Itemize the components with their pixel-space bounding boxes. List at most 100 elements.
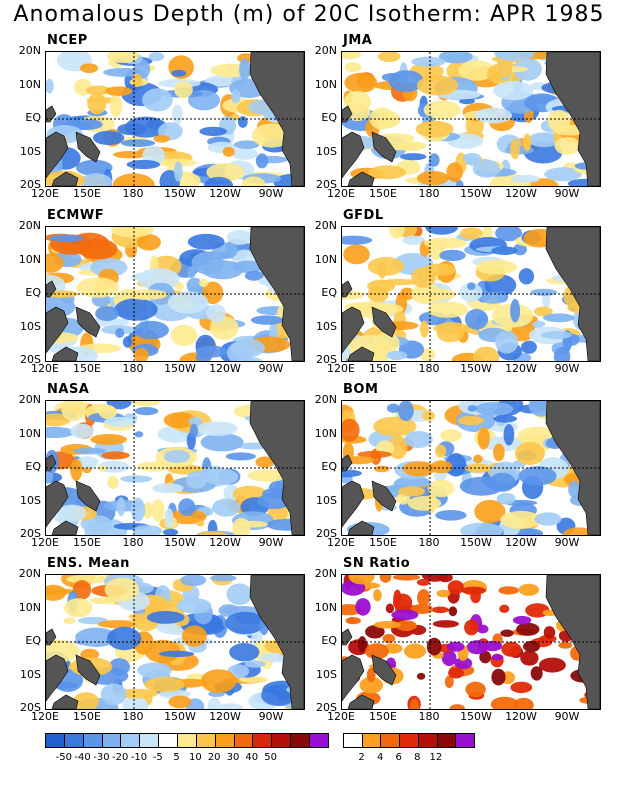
field-blob — [428, 479, 455, 498]
lat-label: 10S — [20, 667, 41, 681]
field-blob — [364, 643, 389, 660]
sn-swatch — [418, 734, 438, 747]
field-blob — [425, 227, 458, 235]
lon-label: 150W — [460, 187, 492, 200]
field-blob — [388, 70, 424, 93]
field-blob — [501, 641, 522, 657]
field-blob — [344, 72, 378, 93]
field-blob — [386, 350, 408, 361]
field-blob — [554, 137, 581, 155]
map-field-bom — [342, 401, 600, 535]
map-field-sn — [342, 575, 600, 709]
field-blob — [514, 434, 547, 446]
field-blob — [428, 153, 440, 167]
field-blob — [500, 510, 542, 529]
field-blob — [87, 93, 107, 115]
field-blob — [427, 301, 469, 318]
field-blob — [205, 75, 239, 87]
field-blob — [229, 643, 260, 662]
lon-label: 120W — [209, 536, 241, 549]
field-blob — [518, 466, 557, 486]
lon-label: 180 — [122, 536, 144, 549]
field-blob — [178, 498, 196, 517]
field-blob — [426, 637, 442, 656]
field-blob — [117, 123, 147, 136]
field-blob — [464, 619, 479, 636]
field-blob — [225, 611, 265, 635]
field-blob — [170, 324, 198, 347]
land-mass — [46, 280, 57, 298]
field-blob — [357, 636, 367, 653]
land-mass — [347, 520, 375, 535]
lon-label: 120E — [31, 362, 59, 375]
land-mass — [342, 131, 365, 179]
lon-label: 120W — [209, 362, 241, 375]
land-mass — [46, 105, 57, 123]
field-blob — [200, 669, 237, 693]
field-blob — [491, 654, 504, 661]
field-blob — [448, 606, 458, 617]
field-blob — [134, 407, 159, 416]
field-blob — [423, 237, 467, 249]
anomaly-label: -40 — [74, 752, 91, 763]
lon-label: 150W — [164, 362, 196, 375]
field-blob — [422, 410, 435, 421]
field-blob — [122, 336, 133, 348]
field-blob — [498, 586, 519, 595]
land-mass — [249, 52, 304, 186]
field-blob — [534, 306, 553, 317]
land-mass — [347, 171, 375, 186]
field-blob — [518, 583, 539, 596]
field-blob — [530, 666, 543, 681]
field-blob — [467, 405, 477, 412]
field-blob — [199, 278, 209, 288]
land-mass — [545, 575, 600, 709]
sn-swatch — [400, 734, 419, 747]
field-blob — [424, 263, 456, 276]
field-blob — [247, 469, 289, 482]
field-blob — [446, 641, 465, 652]
lat-label: 10S — [20, 493, 41, 507]
lon-label: 150W — [164, 710, 196, 723]
field-blob — [168, 695, 192, 709]
field-blob — [76, 159, 113, 176]
field-blob — [132, 73, 143, 88]
lon-label: 180 — [418, 710, 440, 723]
sn-label: 12 — [429, 752, 443, 763]
land-mass — [342, 628, 353, 646]
field-blob — [540, 331, 572, 340]
field-blob — [148, 52, 165, 62]
lat-label: 20N — [18, 393, 41, 406]
field-blob — [115, 328, 125, 338]
field-blob — [514, 442, 545, 465]
anomaly-label: 40 — [245, 752, 259, 763]
field-blob — [159, 650, 195, 658]
field-blob — [344, 62, 362, 73]
lat-label: 10N — [18, 600, 41, 614]
field-blob — [239, 58, 251, 80]
field-blob — [447, 580, 464, 595]
map-panel-ncep — [45, 51, 305, 187]
field-blob — [234, 140, 260, 149]
sn-ratio-colorbar — [343, 733, 475, 748]
sn-swatch — [437, 734, 457, 747]
field-blob — [232, 147, 258, 160]
lat-label: 10N — [314, 600, 337, 614]
field-blob — [355, 598, 371, 616]
field-blob — [490, 696, 519, 709]
lat-label: 20S — [20, 701, 41, 714]
field-blob — [200, 433, 244, 452]
field-blob — [373, 621, 402, 629]
field-blob — [90, 258, 128, 277]
field-blob — [164, 508, 174, 529]
anomaly-label: -5 — [152, 752, 163, 763]
field-blob — [445, 453, 467, 477]
field-blob — [79, 173, 113, 186]
land-mass — [545, 401, 600, 535]
field-blob — [80, 648, 100, 660]
field-blob — [402, 461, 436, 477]
field-blob — [373, 416, 417, 437]
anomaly-label: -30 — [93, 752, 110, 763]
lat-label: 10S — [316, 667, 337, 681]
field-blob — [49, 234, 84, 242]
